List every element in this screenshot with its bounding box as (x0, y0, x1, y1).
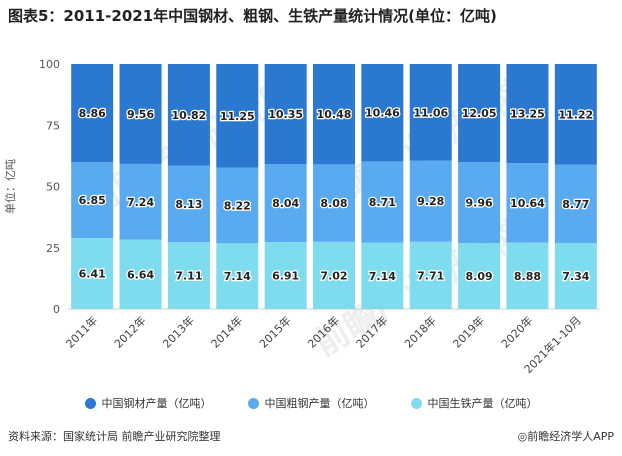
y-tick-label: 50 (46, 181, 60, 194)
bar-iron (409, 241, 452, 309)
bar-iron (313, 241, 355, 309)
data-label-crude: 8.04 (272, 197, 299, 210)
legend-swatch-iron (410, 397, 422, 409)
data-label-crude: 9.96 (466, 197, 493, 210)
y-tick-label: 100 (39, 58, 60, 71)
stacked-bar-chart: 单位：亿吨 0 25 50 75 100 6.41 6.85 8.86 2011年 6.64 7.24… (3, 58, 600, 376)
bar-steel (216, 64, 259, 168)
footer: 资料来源：国家统计局 前瞻产业研究院整理 ◎前瞻经济学人APP (8, 428, 614, 446)
bar-crude (313, 164, 355, 242)
data-label-iron: 6.41 (79, 268, 106, 281)
bar-crude (167, 165, 210, 243)
x-tick-label: 2014年 (208, 313, 245, 350)
bar-iron (264, 242, 307, 309)
legend-swatch-steel (84, 397, 96, 409)
legend-label-steel: 中国钢材产量（亿吨） (101, 397, 212, 410)
legend-item-steel: 中国钢材产量（亿吨） (84, 393, 212, 413)
bar-crude (409, 160, 452, 242)
data-label-steel: 11.22 (558, 108, 593, 121)
legend-item-iron: 中国生铁产量（亿吨） (410, 393, 538, 413)
data-label-steel: 12.05 (462, 107, 497, 120)
bar-iron (361, 242, 404, 309)
x-tick-label: 2016年 (305, 313, 342, 350)
legend-swatch-crude (247, 397, 259, 409)
bar-crude (506, 163, 549, 243)
legend-label-iron: 中国生铁产量（亿吨） (427, 397, 538, 410)
bar-steel (71, 64, 114, 163)
data-label-iron: 7.14 (369, 270, 396, 283)
legend-item-crude: 中国粗钢产量（亿吨） (247, 393, 375, 413)
data-label-steel: 11.06 (413, 106, 448, 119)
x-tick-label: 2011年 (63, 313, 100, 350)
data-label-steel: 10.35 (268, 108, 303, 121)
x-tick-label: 2017年 (353, 313, 390, 350)
bar-steel (554, 64, 597, 165)
bar-crude (119, 163, 162, 240)
bar-iron (554, 243, 597, 309)
data-label-iron: 7.34 (562, 270, 589, 283)
bar-crude (554, 164, 597, 244)
data-label-crude: 10.64 (510, 197, 545, 210)
bar-steel (264, 64, 307, 165)
data-label-iron: 8.09 (466, 270, 493, 283)
bar-crude (361, 161, 404, 243)
bar-crude (216, 167, 259, 244)
bar-iron (119, 239, 162, 309)
bar-iron (458, 243, 501, 309)
chart-title: 图表5：2011-2021年中国钢材、粗钢、生铁产量统计情况(单位：亿吨) (8, 7, 497, 25)
x-tick-label: 2018年 (401, 313, 438, 350)
data-label-crude: 8.22 (224, 199, 251, 212)
data-label-iron: 7.14 (224, 270, 251, 283)
data-label-steel: 10.82 (172, 109, 207, 122)
data-label-steel: 9.56 (127, 108, 154, 121)
data-label-steel: 10.48 (317, 108, 352, 121)
bar-iron (506, 242, 549, 309)
data-label-crude: 7.24 (127, 196, 154, 209)
data-label-steel: 13.25 (510, 108, 545, 121)
data-label-crude: 9.28 (417, 195, 444, 208)
x-tick-label: 2012年 (111, 313, 148, 350)
x-tick-label: 2013年 (160, 313, 197, 350)
data-label-iron: 7.02 (320, 269, 347, 282)
bar-iron (167, 242, 210, 309)
data-label-iron: 7.71 (417, 269, 444, 282)
bar-steel (506, 64, 549, 164)
x-tick-label: 2015年 (256, 313, 293, 350)
data-label-crude: 6.85 (79, 194, 106, 207)
bar-steel (458, 64, 501, 163)
bar-steel (409, 64, 452, 161)
x-tick-label: 2020年 (498, 313, 535, 350)
y-tick-label: 25 (46, 242, 60, 255)
source-text: 资料来源：国家统计局 前瞻产业研究院整理 (8, 430, 221, 443)
data-label-crude: 8.08 (320, 197, 347, 210)
data-label-steel: 11.25 (220, 110, 255, 123)
bar-crude (458, 162, 501, 244)
bar-crude (71, 162, 114, 239)
data-label-iron: 6.91 (272, 270, 299, 283)
legend: 中国钢材产量（亿吨） 中国粗钢产量（亿吨） 中国生铁产量（亿吨） (0, 393, 622, 413)
data-label-iron: 8.88 (514, 270, 541, 283)
bar-steel (167, 64, 210, 166)
data-label-crude: 8.13 (175, 198, 202, 211)
bar-crude (264, 164, 307, 243)
bar-steel (313, 64, 355, 165)
bar-steel (119, 64, 162, 164)
data-label-crude: 8.71 (369, 196, 396, 209)
x-tick-label: 2019年 (450, 313, 487, 350)
y-tick-label: 0 (53, 303, 60, 316)
y-tick-label: 75 (46, 119, 60, 132)
legend-label-crude: 中国粗钢产量（亿吨） (264, 397, 375, 410)
bar-iron (216, 243, 259, 309)
data-label-steel: 8.86 (79, 107, 106, 120)
bar-iron (71, 238, 114, 309)
y-axis-label: 单位：亿吨 (3, 159, 17, 214)
data-label-steel: 10.46 (365, 107, 400, 120)
bar-steel (361, 64, 404, 162)
data-label-iron: 6.64 (127, 268, 154, 281)
brand-text: ◎前瞻经济学人APP (517, 430, 614, 443)
data-label-crude: 8.77 (562, 198, 589, 211)
data-label-iron: 7.11 (175, 270, 202, 283)
